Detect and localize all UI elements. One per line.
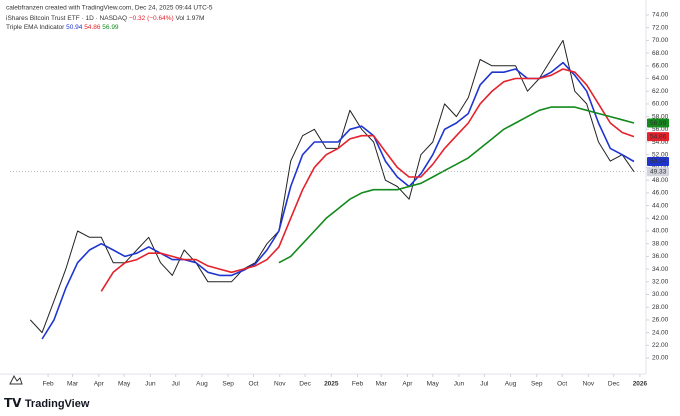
y-tick-label: 56.00 (652, 126, 669, 133)
x-tick-label: Feb (42, 381, 54, 388)
x-tick-label: Nov (583, 381, 595, 388)
x-tick-label: Dec (608, 381, 620, 388)
y-tick-label: 38.00 (652, 240, 669, 247)
x-tick-label: Jun (454, 381, 465, 388)
change: −0.32 (−0.64%) (129, 15, 174, 22)
y-tick-label: 46.00 (652, 190, 669, 197)
indicator-line: Triple EMA Indicator 50.94 54.86 56.99 (6, 24, 119, 31)
last-value-badge (647, 167, 669, 177)
y-tick-label: 48.00 (652, 177, 669, 184)
x-tick-label: Oct (557, 381, 567, 388)
series-line (278, 106, 635, 264)
y-tick-label: 28.00 (652, 304, 669, 311)
indicator: Triple EMA Indicator (6, 24, 65, 31)
brand-name: TradingView (25, 398, 90, 410)
credit: calebfranzen created with TradingView.co… (6, 5, 213, 12)
x-tick-label: Dec (299, 381, 311, 388)
y-tick-label: 54.00 (652, 139, 669, 146)
y-tick-label: 32.00 (652, 279, 669, 286)
y-tick-label: 58.00 (652, 113, 669, 120)
x-tick-label: Sep (531, 381, 543, 388)
last-value-label: 54.86 (650, 133, 667, 140)
x-tick-label: Nov (274, 381, 286, 388)
x-tick-label: Jun (145, 381, 156, 388)
y-tick-label: 44.00 (652, 202, 669, 209)
brand: 𝗧𝗩 TradingView (4, 396, 90, 410)
x-tick-label: Mar (376, 381, 388, 388)
x-tick-label: Aug (505, 381, 517, 388)
x-tick-label: May (427, 381, 440, 388)
x-tick-label: 2026 (633, 381, 648, 388)
x-tick-label: Aug (196, 381, 208, 388)
x-tick-label: Oct (248, 381, 258, 388)
last-value-badge (647, 156, 669, 166)
y-tick-label: 36.00 (652, 253, 669, 260)
y-tick-label: 60.00 (652, 101, 669, 108)
indicator-value: 54.86 (84, 24, 101, 31)
x-tick-label: Sep (222, 381, 234, 388)
y-tick-label: 30.00 (652, 291, 669, 298)
indicator-value: 56.99 (102, 24, 119, 31)
y-tick-label: 52.00 (652, 151, 669, 158)
series-line (100, 68, 635, 292)
indicator-value: 50.94 (66, 24, 83, 31)
y-tick-label: 66.00 (652, 63, 669, 70)
title: iShares Bitcoin Trust ETF · 1D · NASDAQ (6, 15, 127, 22)
volume: Vol 1.97M (175, 15, 204, 22)
y-tick-label: 68.00 (652, 50, 669, 57)
last-value-label: 56.99 (650, 120, 667, 127)
x-tick-label: 2025 (324, 381, 339, 388)
x-tick-label: May (118, 381, 131, 388)
y-tick-label: 26.00 (652, 317, 669, 324)
y-tick-label: 70.00 (652, 37, 669, 44)
x-tick-label: Jul (172, 381, 181, 388)
last-value-label: 50.94 (650, 158, 667, 165)
y-tick-label: 34.00 (652, 266, 669, 273)
y-tick-label: 64.00 (652, 75, 669, 82)
logo-icon (9, 374, 23, 385)
last-value-label: 49.33 (650, 168, 667, 175)
x-tick-label: Apr (402, 381, 413, 388)
y-tick-label: 40.00 (652, 228, 669, 235)
y-tick-label: 62.00 (652, 88, 669, 95)
last-value-badge (647, 118, 669, 128)
x-tick-label: Apr (94, 381, 105, 388)
header: iShares Bitcoin Trust ETF · 1D · NASDAQ … (6, 15, 204, 22)
y-tick-label: 72.00 (652, 24, 669, 31)
x-tick-label: Mar (67, 381, 79, 388)
y-tick-label: 22.00 (652, 342, 669, 349)
brand-mark: 𝗧𝗩 (4, 396, 25, 410)
y-tick-label: 42.00 (652, 215, 669, 222)
x-tick-label: Feb (352, 381, 364, 388)
y-tick-label: 74.00 (652, 12, 669, 19)
y-tick-label: 24.00 (652, 329, 669, 336)
series-line (29, 39, 635, 334)
y-tick-label: 20.00 (652, 355, 669, 362)
x-tick-label: Jul (480, 381, 489, 388)
last-value-badge (647, 132, 669, 142)
